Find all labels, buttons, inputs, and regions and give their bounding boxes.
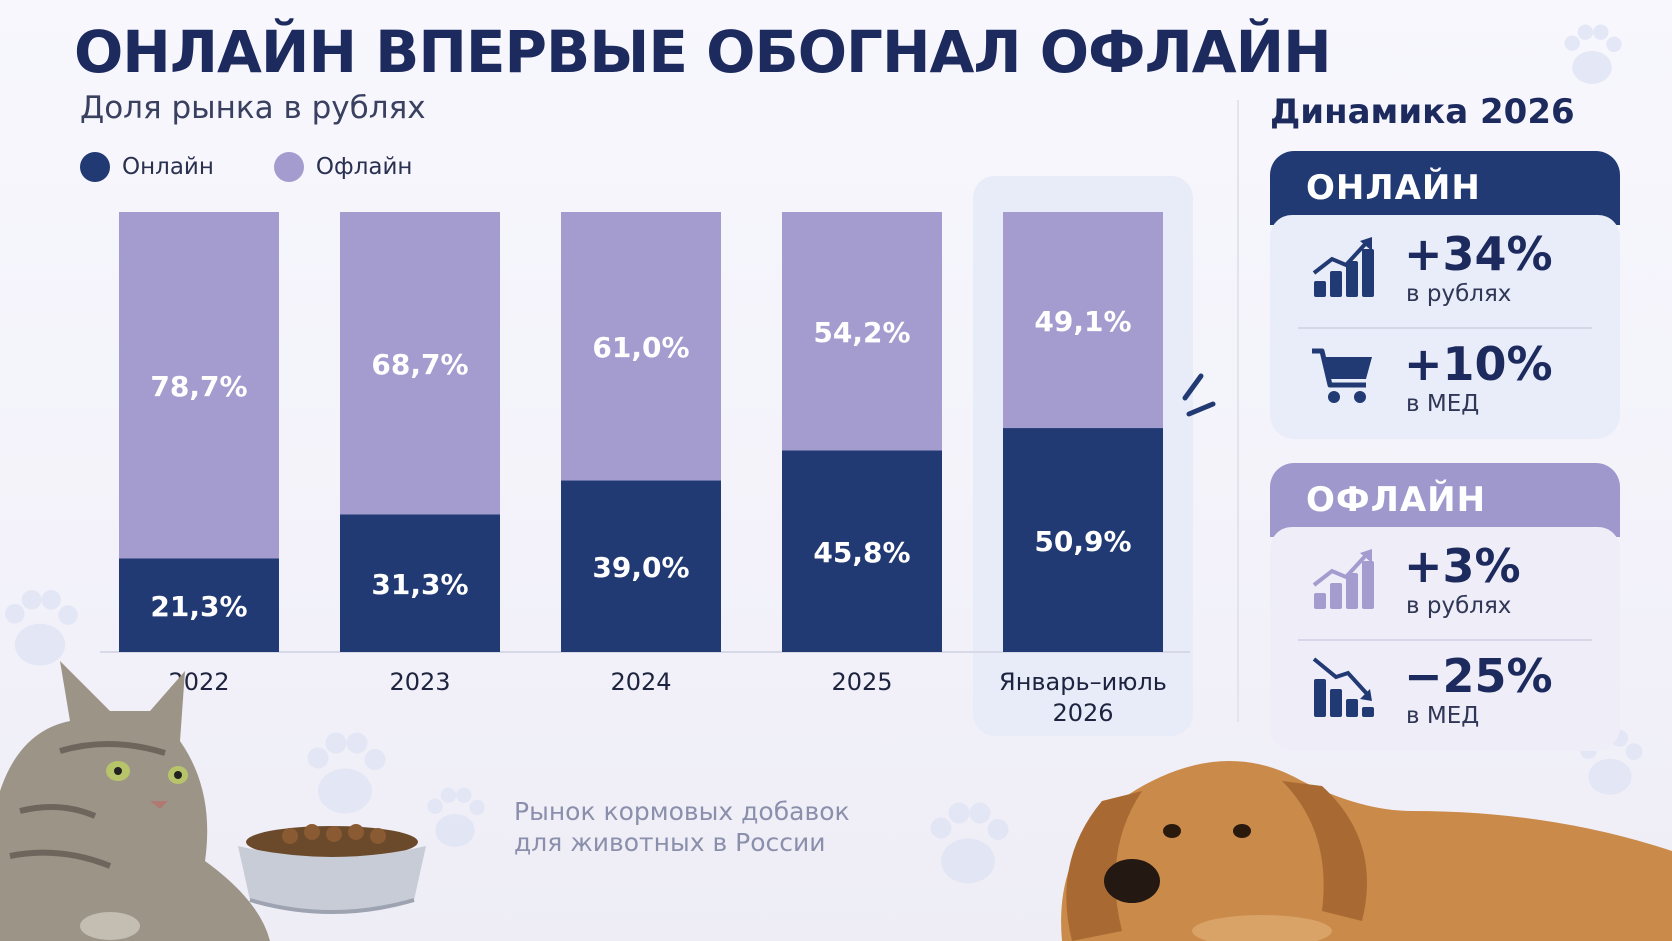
data-label-online-0: 21,3% (150, 590, 247, 623)
legend-swatch-online (80, 152, 110, 182)
online-rub-value: +34% (1404, 227, 1553, 281)
accent-stroke (1182, 373, 1204, 401)
x-tick-label-3: 2025 (831, 668, 892, 696)
shopping-cart-icon (1312, 348, 1372, 403)
online-med-value: +10% (1404, 337, 1553, 391)
online-card-body: +34% в рублях +10% в МЕД (1270, 215, 1620, 439)
data-label-online-1: 31,3% (371, 568, 468, 601)
cat-illustration (0, 661, 270, 941)
metric-separator (1298, 639, 1592, 641)
x-tick-label-1: 2023 (389, 668, 450, 696)
metric-separator (1298, 327, 1592, 329)
dynamics-panel-title: Динамика 2026 (1270, 92, 1575, 132)
offline-rub-note: в рублях (1406, 593, 1512, 619)
chart-footnote: Рынок кормовых добавок для животных в Ро… (514, 796, 850, 858)
data-label-online-2: 39,0% (592, 551, 689, 584)
bar-offline-0 (119, 212, 279, 559)
panel-divider (1237, 100, 1239, 722)
bar-online-4 (1003, 428, 1163, 652)
online-med-note: в МЕД (1406, 391, 1480, 417)
online-metric-med: +10% в МЕД (1270, 327, 1620, 433)
data-label-offline-0: 78,7% (150, 370, 247, 403)
growth-chart-icon (1312, 237, 1374, 297)
bar-online-0 (119, 558, 279, 652)
online-card-header: ОНЛАЙН (1270, 151, 1620, 225)
bar-offline-4 (1003, 212, 1163, 429)
chart-subtitle: Доля рынка в рублях (80, 90, 426, 126)
offline-med-value: −25% (1404, 649, 1553, 703)
offline-dynamics-card: ОФЛАЙН +3% в рублях − (1270, 463, 1620, 751)
data-label-offline-1: 68,7% (371, 348, 468, 381)
legend-label-offline: Офлайн (315, 154, 413, 180)
x-tick-label-2: 2024 (610, 668, 671, 696)
bar-online-3 (782, 450, 942, 652)
data-label-offline-2: 61,0% (592, 331, 689, 364)
data-label-online-4: 50,9% (1034, 525, 1131, 558)
offline-med-note: в МЕД (1406, 703, 1480, 729)
decline-chart-icon (1312, 657, 1374, 717)
data-label-offline-4: 49,1% (1034, 305, 1131, 338)
footnote-line-2: для животных в России (514, 828, 826, 857)
food-bowl-illustration (238, 824, 426, 914)
accent-stroke (1186, 401, 1216, 417)
offline-card-header: ОФЛАЙН (1270, 463, 1620, 537)
bar-online-2 (561, 480, 721, 652)
offline-metric-rub: +3% в рублях (1270, 527, 1620, 639)
footnote-line-1: Рынок кормовых добавок (514, 797, 850, 826)
bar-offline-2 (561, 212, 721, 481)
x-tick-label-4: 2026 (1052, 699, 1113, 727)
page-title: ОНЛАЙН ВПЕРВЫЕ ОБОГНАЛ ОФЛАЙН (74, 18, 1332, 86)
bar-offline-3 (782, 212, 942, 451)
bar-online-1 (340, 514, 500, 652)
legend-swatch-offline (273, 152, 304, 182)
legend-label-online: Онлайн (122, 154, 214, 180)
online-rub-note: в рублях (1406, 281, 1512, 307)
online-dynamics-card: ОНЛАЙН +34% в рублях +10% в МЕД (1270, 151, 1620, 439)
x-tick-label-4: Январь–июль (999, 668, 1167, 696)
online-metric-rub: +34% в рублях (1270, 215, 1620, 327)
bar-offline-1 (340, 212, 500, 515)
legend-item-online: Онлайн (80, 152, 214, 182)
data-label-online-3: 45,8% (813, 536, 910, 569)
growth-chart-icon (1312, 549, 1374, 609)
legend-item-offline: Офлайн (273, 152, 413, 182)
offline-metric-med: −25% в МЕД (1270, 639, 1620, 745)
chart-legend: Онлайн Офлайн (80, 152, 412, 182)
dog-illustration (1061, 761, 1672, 941)
offline-card-body: +3% в рублях −25% в МЕД (1270, 527, 1620, 751)
data-label-offline-3: 54,2% (813, 316, 910, 349)
offline-rub-value: +3% (1404, 539, 1521, 593)
stacked-bar-chart: 21,3%78,7%202231,3%68,7%202339,0%61,0%20… (100, 176, 1216, 736)
